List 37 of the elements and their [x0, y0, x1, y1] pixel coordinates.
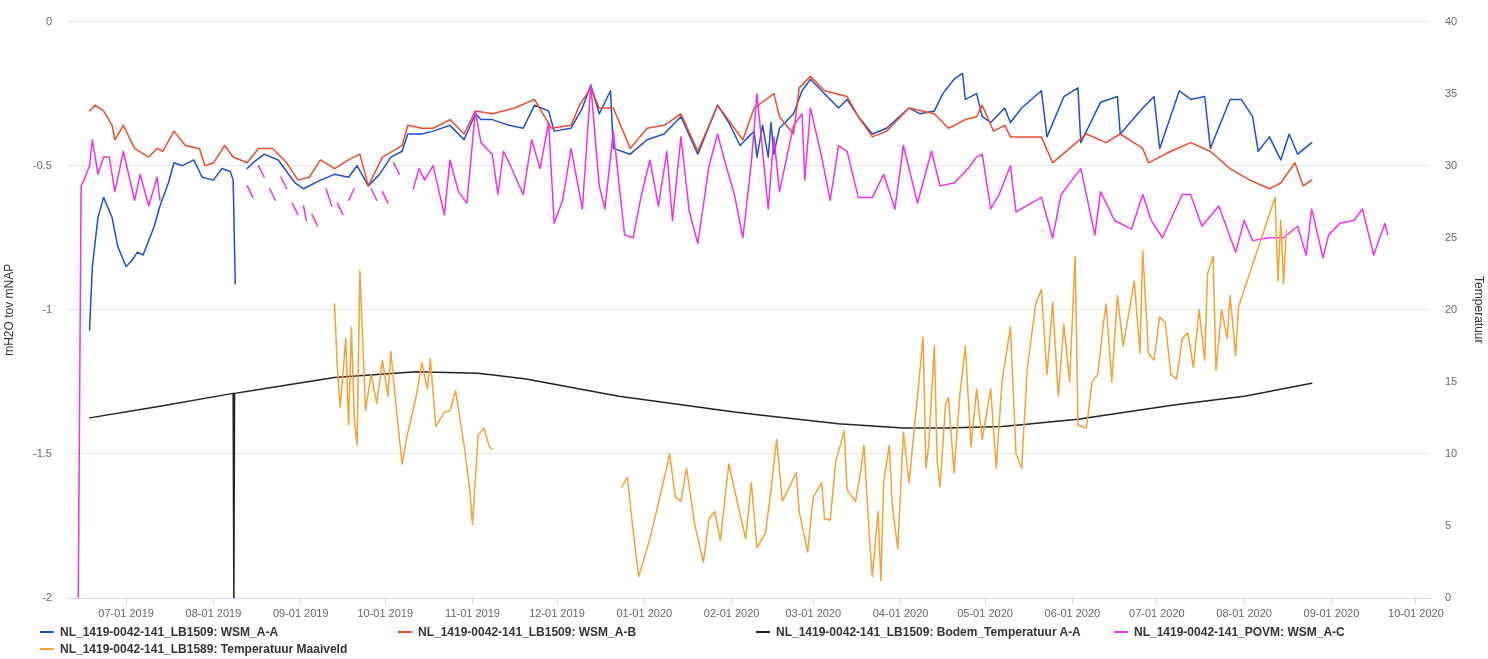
legend-label: NL_1419-0042-141_LB1509: WSM_A-A [60, 625, 279, 639]
y2-tick-label: 20 [1445, 302, 1458, 315]
x-tick-label: 09-01 2020 [1303, 606, 1360, 619]
x-tick-label: 05-01 2020 [957, 606, 1013, 619]
y-tick-label: -2 [42, 591, 52, 604]
x-tick-label: 07-01 2019 [98, 606, 154, 619]
x-tick-label: 01-01 2020 [616, 606, 673, 619]
x-tick-label: 07-01 2020 [1129, 606, 1185, 619]
x-tick-label: 02-01 2020 [703, 606, 760, 619]
x-tick-label: 08-01 2019 [185, 606, 242, 619]
y2-tick-label: 15 [1445, 374, 1458, 387]
x-tick-label: 10-01 2020 [1388, 606, 1444, 619]
y2-tick-label: 0 [1445, 591, 1452, 604]
y2-tick-label: 30 [1445, 158, 1458, 171]
legend-label: NL_1419-0042-141_LB1509: WSM_A-B [418, 625, 637, 639]
y2-tick-label: 10 [1445, 446, 1458, 459]
legend-label: NL_1419-0042-141_POVM: WSM_A-C [1134, 625, 1345, 639]
y-tick-label: 0 [45, 14, 52, 27]
x-tick-label: 12-01 2019 [529, 606, 585, 619]
y2-axis-title: Temperatuur [1472, 276, 1487, 344]
x-tick-label: 08-01 2020 [1216, 606, 1272, 619]
x-tick-label: 09-01 2019 [272, 606, 329, 619]
y-axis-title: mH2O tov mNAP [1, 263, 16, 356]
legend-label: NL_1419-0042-141_LB1509: Bodem_Temperatuur A-A [776, 625, 1081, 639]
x-tick-label: 11-01 2019 [445, 606, 500, 619]
y-tick-label: -1 [42, 302, 52, 315]
x-tick-label: 10-01 2019 [357, 606, 414, 619]
y-tick-label: -0.5 [33, 158, 52, 171]
y2-tick-label: 35 [1445, 86, 1458, 99]
x-tick-label: 06-01 2020 [1044, 606, 1101, 619]
x-tick-label: 04-01 2020 [872, 606, 929, 619]
y2-tick-label: 5 [1445, 518, 1452, 531]
y-tick-label: -1.5 [33, 446, 52, 459]
y2-tick-label: 25 [1445, 230, 1458, 243]
y2-tick-label: 40 [1445, 14, 1458, 27]
x-tick-label: 03-01 2020 [785, 606, 842, 619]
legend-label: NL_1419-0042-141_LB1589: Temperatuur Maaiveld [60, 642, 348, 656]
